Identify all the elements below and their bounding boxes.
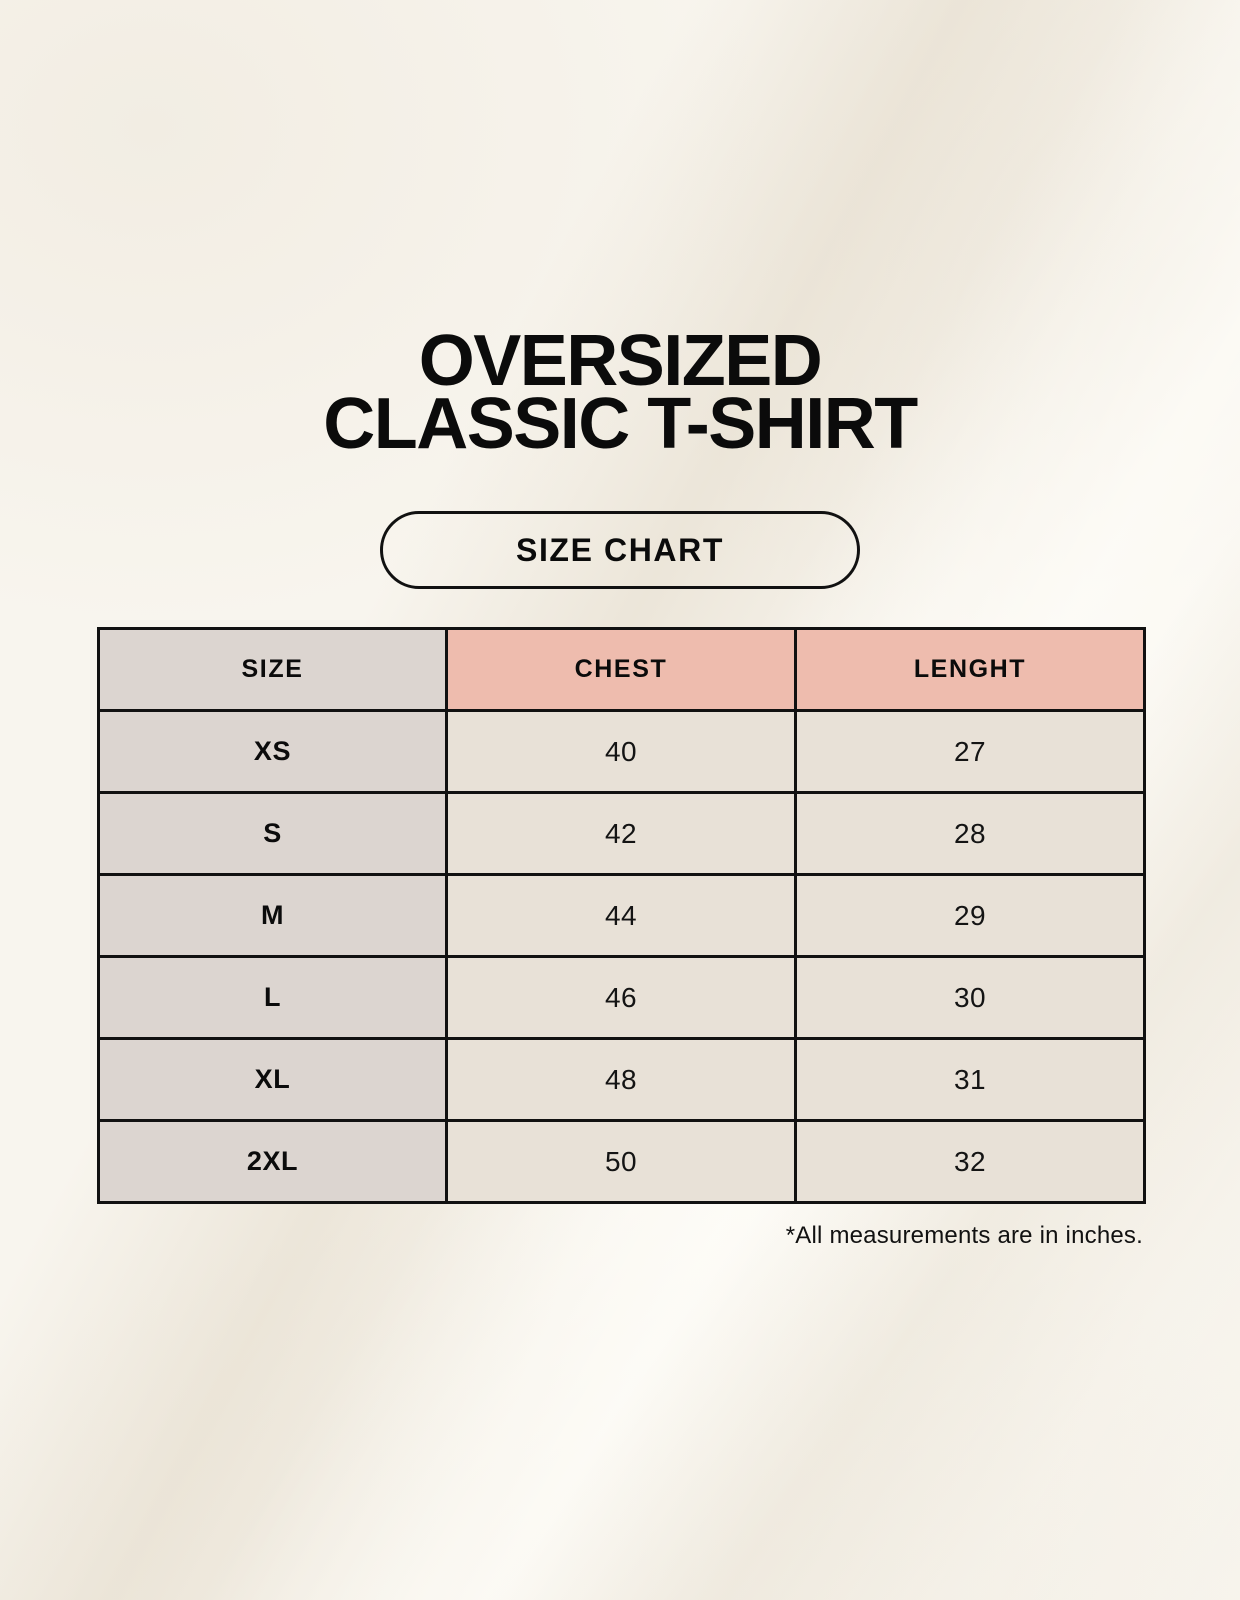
- table-row: XL 48 31: [97, 1037, 1146, 1122]
- size-chart-badge-wrap: SIZE CHART: [0, 511, 1240, 589]
- cell-length: 31: [794, 1037, 1146, 1122]
- table-row: 2XL 50 32: [97, 1119, 1146, 1204]
- cell-size: L: [97, 955, 448, 1040]
- cell-length: 27: [794, 709, 1146, 794]
- cell-chest: 46: [445, 955, 797, 1040]
- measurement-note: *All measurements are in inches.: [785, 1222, 1143, 1249]
- column-header-length: LENGHT: [794, 627, 1146, 712]
- cell-size: XS: [97, 709, 448, 794]
- cell-length: 30: [794, 955, 1146, 1040]
- cell-chest: 42: [445, 791, 797, 876]
- table-row: S 42 28: [97, 791, 1146, 876]
- column-header-chest: CHEST: [445, 627, 797, 712]
- size-chart-badge-label: SIZE CHART: [516, 531, 724, 568]
- table-row: XS 40 27: [97, 709, 1146, 794]
- cell-length: 32: [794, 1119, 1146, 1204]
- cell-chest: 44: [445, 873, 797, 958]
- column-header-size: SIZE: [97, 627, 448, 712]
- cell-chest: 50: [445, 1119, 797, 1204]
- table-row: M 44 29: [97, 873, 1146, 958]
- table-row: L 46 30: [97, 955, 1146, 1040]
- table-header-row: SIZE CHEST LENGHT: [97, 627, 1146, 712]
- cell-size: XL: [97, 1037, 448, 1122]
- size-chart-badge: SIZE CHART: [380, 511, 860, 589]
- cell-chest: 48: [445, 1037, 797, 1122]
- page-title: OVERSIZED CLASSIC T-SHIRT: [0, 325, 1240, 464]
- title-line-secondary: CLASSIC T-SHIRT: [323, 384, 918, 464]
- cell-size: 2XL: [97, 1119, 448, 1204]
- size-table: SIZE CHEST LENGHT XS 40 27 S 42 28 M: [97, 627, 1146, 1204]
- size-table-wrap: SIZE CHEST LENGHT XS 40 27 S 42 28 M: [97, 627, 1146, 1204]
- cell-size: M: [97, 873, 448, 958]
- cell-length: 28: [794, 791, 1146, 876]
- cell-chest: 40: [445, 709, 797, 794]
- cell-length: 29: [794, 873, 1146, 958]
- cell-size: S: [97, 791, 448, 876]
